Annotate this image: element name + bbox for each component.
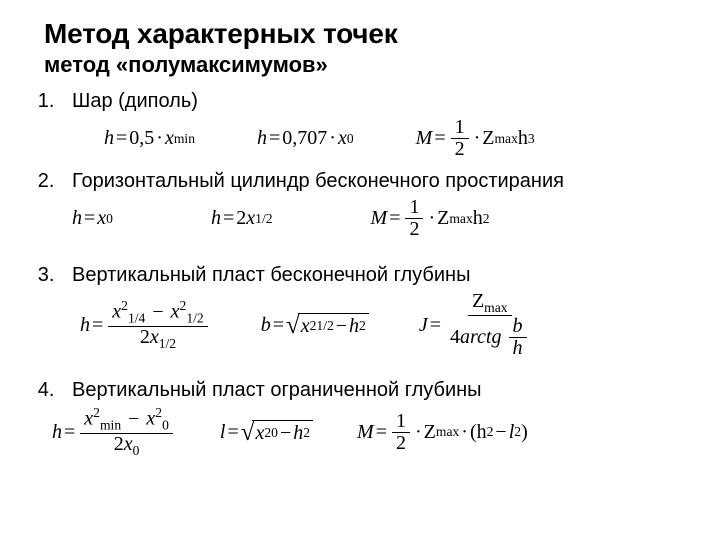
item-label: Вертикальный пласт бесконечной глубины [72,264,694,287]
list-item: Шар (диполь) h = 0,5 · xmin h = 0,707 · x0… [60,90,694,160]
item-label: Вертикальный пласт ограниченной глубины [72,379,694,402]
formula: M = 12 · Zmax · (h2 − l2) [357,411,528,454]
formula: h = 2x1/2 [211,207,273,230]
item-label: Горизонтальный цилиндр бесконечного прос… [72,170,694,193]
item-list: Шар (диполь) h = 0,5 · xmin h = 0,707 · x0… [60,90,694,458]
formula: h = 0,5 · xmin [104,127,195,150]
slide: Метод характерных точек метод «полумакси… [0,0,720,540]
formula: h = x21/4 − x21/22x1/2 [80,299,211,351]
formula: h = x0 [72,207,113,230]
page-subtitle: метод «полумаксимумов» [44,52,694,78]
equation-row: h = x2min − x202x0 l = √x20 − h2 M = 12 · … [52,406,694,458]
item-label: Шар (диполь) [72,90,694,113]
formula: M = 12 · Zmaxh3 [416,117,535,160]
formula: M = 12 · Zmaxh2 [371,197,490,240]
list-item: Вертикальный пласт бесконечной глубины h … [60,264,694,359]
formula: h = x2min − x202x0 [52,406,176,458]
equation-row: h = x0 h = 2x1/2 M = 12 · Zmaxh2 [72,197,694,240]
equation-row: h = x21/4 − x21/22x1/2 b = √x21/2 − h2 J =… [80,291,694,359]
page-title: Метод характерных точек [44,18,694,50]
formula: h = 0,707 · x0 [257,127,354,150]
list-item: Вертикальный пласт ограниченной глубиныh… [60,379,694,458]
formula: b = √x21/2 − h2 [261,313,369,338]
equation-row: h = 0,5 · xmin h = 0,707 · x0 M = 12 · Zma… [104,117,694,160]
formula: l = √x20 − h2 [220,420,313,445]
list-item: Горизонтальный цилиндр бесконечного прос… [60,170,694,240]
formula: J = Zmax4arctg bh [419,291,537,359]
